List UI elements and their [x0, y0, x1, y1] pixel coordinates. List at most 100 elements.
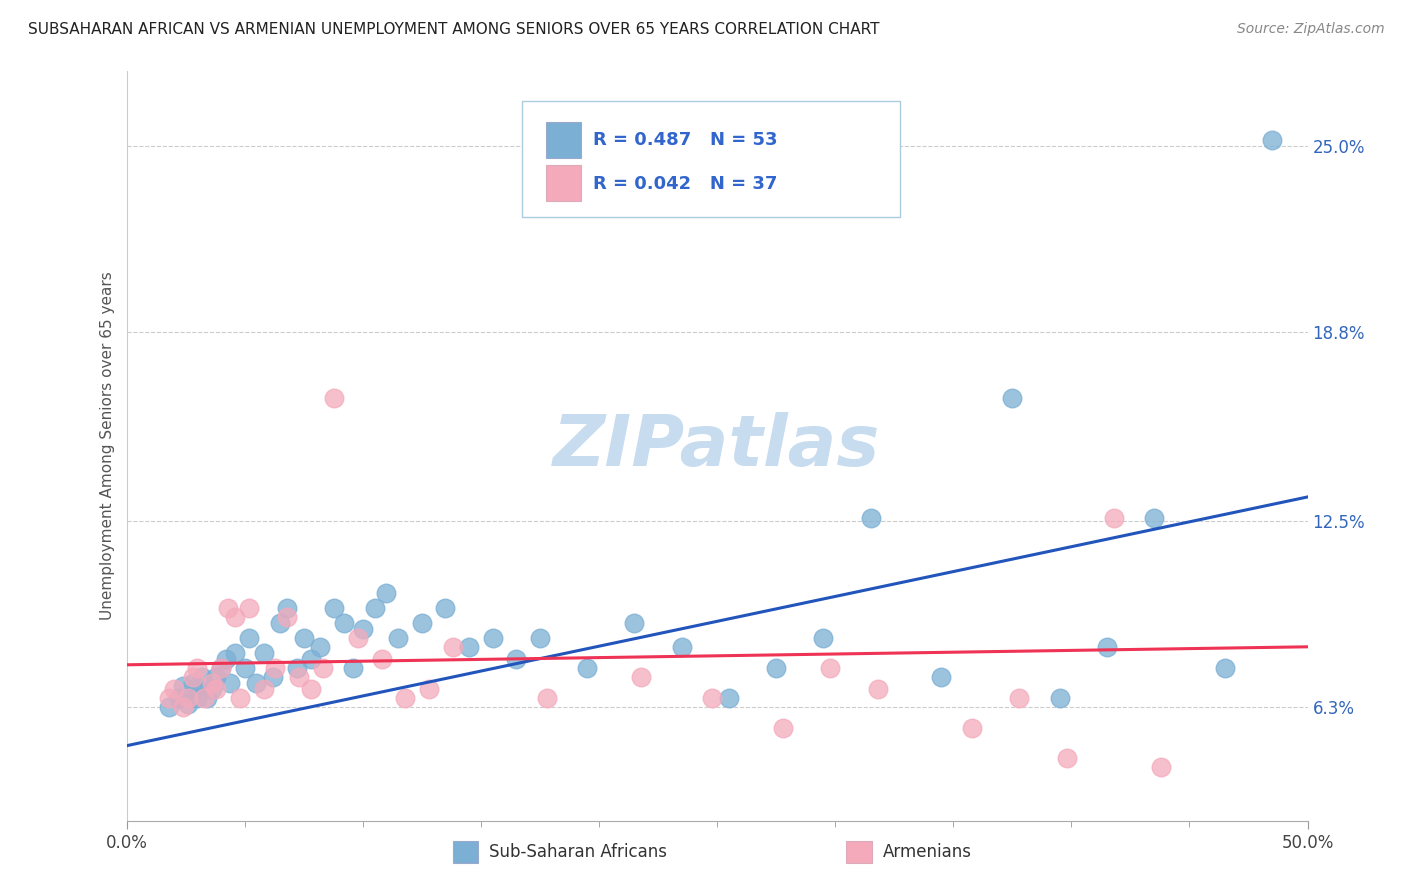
Point: [238, 600, 260, 615]
Text: SUBSAHARAN AFRICAN VS ARMENIAN UNEMPLOYMENT AMONG SENIORS OVER 65 YEARS CORRELAT: SUBSAHARAN AFRICAN VS ARMENIAN UNEMPLOYM…: [28, 22, 880, 37]
Point: [238, 631, 260, 645]
Point: [229, 690, 252, 705]
Point: [157, 699, 180, 714]
Bar: [546, 121, 581, 158]
Point: [342, 661, 364, 675]
FancyBboxPatch shape: [522, 102, 900, 218]
Bar: [453, 841, 478, 863]
Point: [387, 631, 409, 645]
Point: [181, 675, 204, 690]
Point: [157, 690, 180, 705]
Point: [252, 681, 274, 696]
Point: [205, 670, 228, 684]
Point: [172, 699, 194, 714]
Point: [418, 681, 440, 696]
Point: [623, 615, 645, 630]
Point: [205, 681, 228, 696]
Point: [772, 721, 794, 735]
Point: [209, 661, 232, 675]
Point: [195, 690, 218, 705]
Point: [347, 631, 370, 645]
Point: [323, 600, 346, 615]
Point: [252, 646, 274, 660]
Point: [177, 697, 200, 711]
Text: Sub-Saharan Africans: Sub-Saharan Africans: [489, 843, 668, 862]
Point: [481, 631, 503, 645]
Point: [671, 640, 693, 654]
Point: [245, 675, 267, 690]
Point: [191, 670, 214, 684]
Point: [186, 681, 208, 696]
Point: [352, 622, 374, 636]
Point: [859, 511, 882, 525]
Point: [292, 631, 315, 645]
Y-axis label: Unemployment Among Seniors over 65 years: Unemployment Among Seniors over 65 years: [100, 272, 115, 620]
Point: [209, 661, 232, 675]
Point: [363, 600, 385, 615]
Point: [1261, 133, 1284, 147]
Point: [1150, 760, 1173, 774]
Point: [505, 652, 527, 666]
Point: [866, 681, 889, 696]
Point: [394, 690, 416, 705]
Point: [186, 661, 208, 675]
Point: [1056, 750, 1078, 764]
Point: [323, 391, 346, 405]
Text: R = 0.042   N = 37: R = 0.042 N = 37: [593, 175, 778, 193]
Point: [960, 721, 983, 735]
Point: [441, 640, 464, 654]
Point: [434, 600, 457, 615]
Point: [1008, 690, 1031, 705]
Point: [765, 661, 787, 675]
Bar: [846, 841, 872, 863]
Point: [186, 690, 208, 705]
Point: [411, 615, 433, 630]
Point: [311, 661, 333, 675]
Point: [370, 652, 392, 666]
Point: [299, 652, 322, 666]
Point: [1143, 511, 1166, 525]
Point: [224, 610, 246, 624]
Text: Source: ZipAtlas.com: Source: ZipAtlas.com: [1237, 22, 1385, 37]
Point: [285, 661, 308, 675]
Point: [458, 640, 481, 654]
Point: [163, 681, 186, 696]
Point: [299, 681, 322, 696]
Point: [576, 661, 599, 675]
Point: [717, 690, 740, 705]
Point: [1095, 640, 1118, 654]
Point: [820, 661, 842, 675]
Point: [200, 681, 222, 696]
Bar: [546, 165, 581, 201]
Point: [529, 631, 551, 645]
Point: [217, 600, 239, 615]
Point: [276, 600, 298, 615]
Point: [288, 670, 311, 684]
Point: [276, 610, 298, 624]
Point: [269, 615, 291, 630]
Point: [1049, 690, 1071, 705]
Text: ZIPatlas: ZIPatlas: [554, 411, 880, 481]
Point: [233, 661, 256, 675]
Point: [215, 652, 238, 666]
Point: [309, 640, 332, 654]
Point: [181, 670, 204, 684]
Point: [172, 679, 194, 693]
Point: [375, 586, 398, 600]
Point: [264, 661, 287, 675]
Point: [262, 670, 284, 684]
Point: [177, 690, 200, 705]
Point: [224, 646, 246, 660]
Point: [333, 615, 356, 630]
Text: Armenians: Armenians: [883, 843, 972, 862]
Point: [630, 670, 652, 684]
Point: [200, 675, 222, 690]
Point: [702, 690, 724, 705]
Point: [813, 631, 835, 645]
Point: [931, 670, 953, 684]
Point: [167, 690, 190, 705]
Point: [536, 690, 558, 705]
Point: [193, 690, 215, 705]
Text: R = 0.487   N = 53: R = 0.487 N = 53: [593, 131, 778, 149]
Point: [1102, 511, 1125, 525]
